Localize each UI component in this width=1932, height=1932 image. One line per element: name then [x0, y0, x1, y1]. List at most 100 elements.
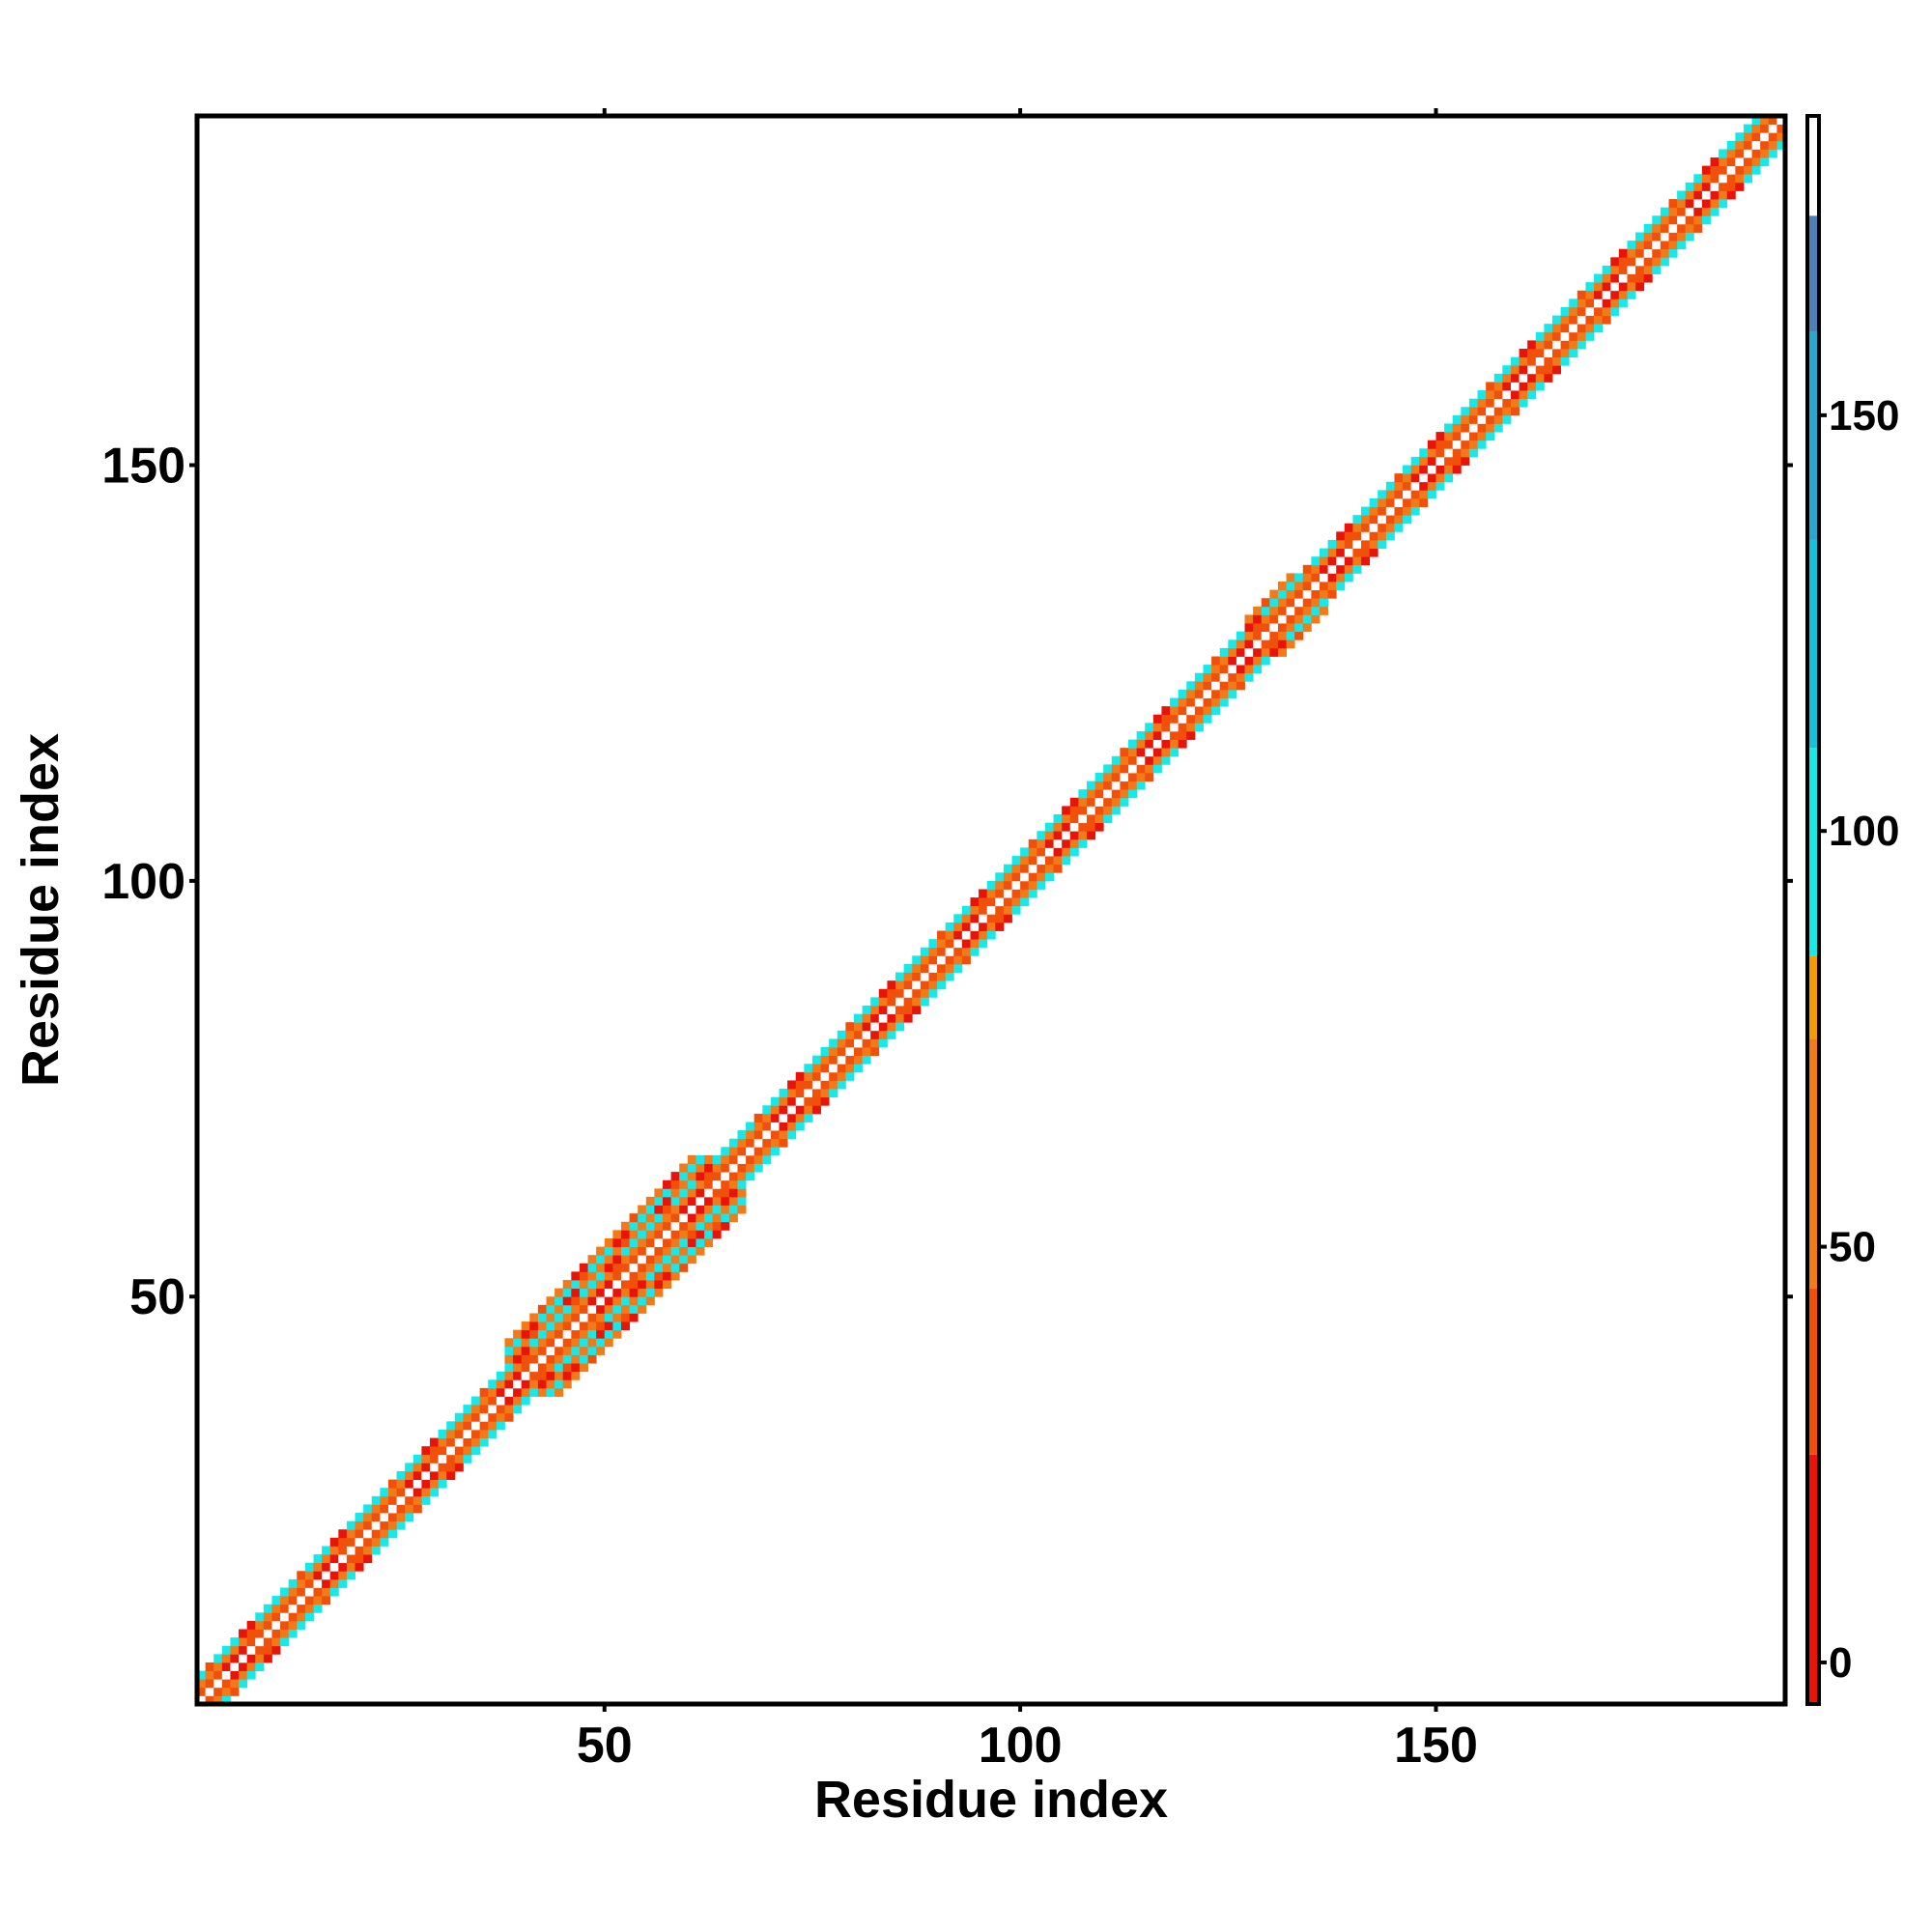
heatmap-cell: [1219, 697, 1229, 707]
heatmap-cell: [1336, 539, 1346, 549]
heatmap-cell: [1743, 140, 1752, 150]
heatmap-cell: [1253, 665, 1263, 674]
heatmap-cell: [1403, 473, 1412, 483]
heatmap-cell: [454, 1421, 464, 1431]
heatmap-cell: [737, 1147, 747, 1156]
heatmap-cell: [1186, 706, 1196, 716]
heatmap-cell: [1551, 331, 1561, 341]
heatmap-cell: [1643, 273, 1653, 283]
heatmap-cell: [513, 1405, 523, 1414]
heatmap-cell: [363, 1529, 373, 1539]
heatmap-cell: [1161, 730, 1171, 740]
heatmap-cell: [721, 1213, 730, 1223]
heatmap-cell: [1086, 797, 1095, 807]
heatmap-cell: [721, 1179, 730, 1189]
heatmap-cell: [1111, 781, 1121, 790]
heatmap-cell: [1028, 889, 1037, 898]
heatmap-cell: [870, 997, 880, 1007]
heatmap-cell: [405, 1495, 414, 1505]
heatmap-cell: [1427, 448, 1436, 458]
heatmap-cell: [887, 1022, 896, 1032]
heatmap-cell: [687, 1163, 696, 1173]
heatmap-cell: [762, 1122, 772, 1131]
heatmap-cell: [446, 1421, 456, 1431]
heatmap-cell: [1627, 241, 1636, 250]
heatmap-cell: [612, 1271, 622, 1281]
heatmap-cell: [746, 1138, 755, 1148]
heatmap-cell: [862, 1022, 871, 1032]
heatmap-cell: [537, 1321, 547, 1331]
heatmap-cell: [546, 1363, 555, 1373]
heatmap-cell: [546, 1304, 555, 1314]
heatmap-cell: [1311, 582, 1321, 591]
heatmap-cell: [1477, 414, 1487, 424]
heatmap-cell: [1403, 515, 1412, 525]
heatmap-cell: [895, 1013, 905, 1023]
heatmap-cell: [679, 1163, 689, 1173]
heatmap-cell: [1751, 140, 1761, 150]
heatmap-cell: [1535, 349, 1545, 358]
heatmap-cell: [1435, 473, 1445, 483]
heatmap-cell: [1069, 822, 1079, 832]
heatmap-cell: [995, 905, 1005, 915]
heatmap-cell: [1194, 681, 1204, 691]
heatmap-cell: [412, 1495, 422, 1505]
heatmap-cell: [787, 1080, 797, 1090]
heatmap-cell: [845, 1064, 855, 1073]
heatmap-cell: [1136, 730, 1146, 740]
heatmap-cell: [746, 1154, 755, 1164]
heatmap-cell: [1219, 647, 1229, 657]
heatmap-cell: [721, 1188, 730, 1198]
heatmap-cell: [604, 1271, 613, 1281]
heatmap-cell: [446, 1437, 456, 1447]
heatmap-cell: [479, 1429, 489, 1438]
heatmap-cell: [1244, 665, 1254, 674]
heatmap-cell: [380, 1520, 389, 1530]
heatmap-cell: [737, 1163, 747, 1173]
heatmap-cell: [1610, 257, 1620, 267]
heatmap-cell: [1186, 689, 1196, 698]
heatmap-cell: [1618, 248, 1628, 258]
heatmap-cell: [1444, 423, 1454, 433]
heatmap-cell: [1544, 365, 1553, 375]
heatmap-cell: [1385, 531, 1395, 541]
heatmap-cell: [1760, 116, 1770, 126]
colorbar-segment: [1807, 1454, 1819, 1704]
heatmap-cell: [687, 1221, 696, 1231]
heatmap-cell: [961, 922, 971, 931]
heatmap-cell: [1710, 199, 1719, 209]
heatmap-cell: [953, 914, 963, 923]
heatmap-cell: [696, 1213, 705, 1223]
heatmap-cell: [1544, 356, 1553, 366]
heatmap-cell: [1062, 856, 1071, 866]
heatmap-cell: [1385, 490, 1395, 499]
heatmap-cell: [1277, 614, 1287, 624]
heatmap-cell: [412, 1454, 422, 1463]
heatmap-cell: [620, 1230, 630, 1239]
heatmap-cell: [297, 1596, 306, 1605]
heatmap-cell: [862, 1005, 871, 1014]
heatmap-cell: [1294, 589, 1304, 599]
heatmap-cell: [638, 1255, 647, 1264]
heatmap-cell: [1668, 248, 1678, 258]
heatmap-cell: [1394, 490, 1404, 499]
heatmap-cell: [1602, 265, 1611, 274]
heatmap-cell: [645, 1221, 655, 1231]
heatmap-cell: [1719, 149, 1728, 158]
heatmap-cell: [1618, 273, 1628, 283]
heatmap-cell: [1701, 190, 1711, 200]
heatmap-cell: [1152, 764, 1162, 774]
heatmap-cell: [645, 1296, 655, 1306]
heatmap-cell: [920, 972, 929, 981]
heatmap-cell: [438, 1437, 447, 1447]
heatmap-cell: [1486, 398, 1495, 408]
heatmap-cell: [645, 1255, 655, 1264]
heatmap-cell: [612, 1280, 622, 1290]
heatmap-cell: [820, 1064, 830, 1073]
heatmap-cell: [579, 1263, 588, 1272]
heatmap-cell: [753, 1130, 763, 1140]
heatmap-cell: [1219, 656, 1229, 666]
heatmap-cell: [1394, 515, 1404, 525]
heatmap-cell: [1452, 456, 1462, 466]
